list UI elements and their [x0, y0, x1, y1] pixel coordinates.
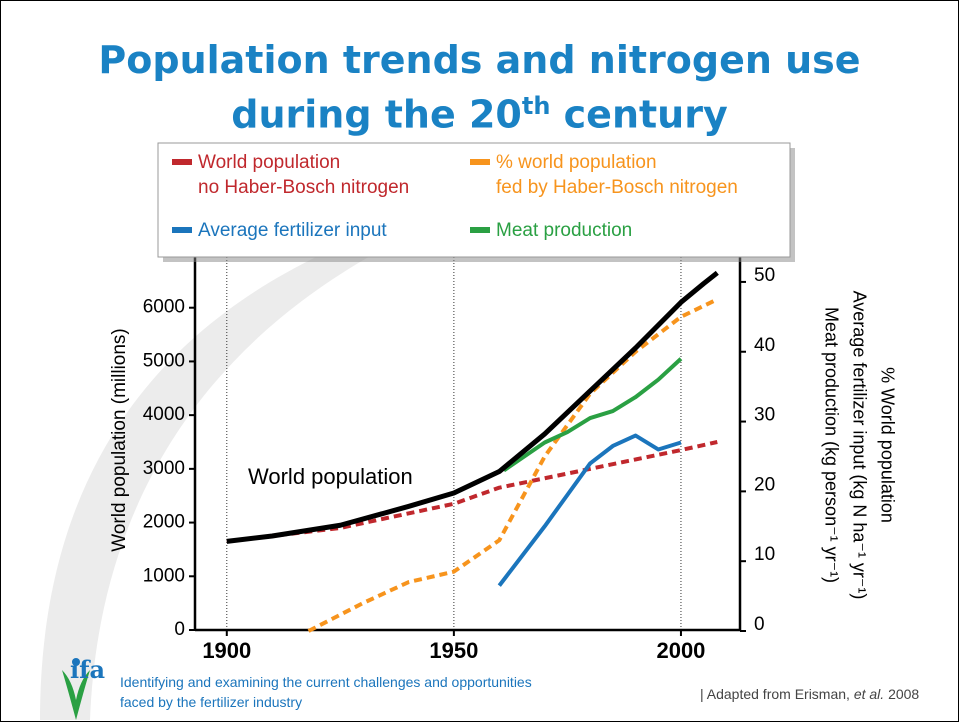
title-line2: during the 20th century	[0, 92, 959, 137]
y2-axis-title: Meat production (kg person⁻¹ yr⁻¹)	[821, 307, 841, 583]
y-tick-label: 6000	[143, 297, 185, 318]
title-text: century	[550, 92, 728, 137]
legend-swatch	[172, 159, 192, 165]
logo: ifa	[70, 655, 105, 684]
logo-icon	[62, 670, 90, 720]
legend-label: Meat production	[496, 220, 633, 241]
x-tick-label: 2000	[656, 638, 705, 663]
legend-swatch	[470, 159, 490, 165]
line	[226, 440, 718, 544]
source-italic: et al.	[853, 686, 885, 702]
line	[497, 433, 682, 587]
y-axis-title: World population (millions)	[109, 328, 130, 552]
line	[226, 270, 719, 544]
x-tick-label: 1950	[429, 638, 478, 663]
y2-tick-label: 30	[754, 405, 775, 426]
legend-label: World population no Haber-Bosch nitrogen	[198, 152, 410, 198]
title-line1: Population trends and nitrogen use	[98, 38, 861, 82]
legend-entry: % world population fed by Haber-Bosch ni…	[470, 150, 738, 200]
y2-axis-title: Average fertilizer input (kg N ha⁻¹ yr⁻¹…	[849, 291, 869, 600]
y2-tick-label: 10	[754, 544, 775, 565]
source-text: | Adapted from Erisman,	[700, 686, 854, 702]
legend-swatch	[172, 227, 192, 233]
swoosh	[40, 190, 520, 720]
chart-area: World population	[226, 270, 719, 633]
source: | Adapted from Erisman, et al. 2008	[700, 686, 919, 702]
title-sup: th	[521, 92, 551, 120]
legend-entry: Average fertilizer input	[172, 218, 387, 243]
tagline: Identifying and examining the current ch…	[120, 674, 532, 710]
source-text: 2008	[884, 686, 920, 702]
legend-swatch	[470, 227, 490, 233]
line-label: World population	[248, 464, 413, 489]
title-text: during the 20	[231, 92, 522, 137]
logo-dot	[72, 658, 80, 666]
y-tick-label: 1000	[143, 565, 185, 586]
y2-axis-title: % World population	[877, 367, 897, 523]
y-tick-label: 4000	[143, 404, 185, 425]
x-tick-label: 1900	[202, 638, 251, 663]
legend-entry: World population no Haber-Bosch nitrogen	[172, 150, 409, 200]
y-tick-label: 0	[174, 619, 185, 640]
y2-tick-label: 0	[754, 614, 765, 635]
line	[307, 297, 719, 633]
y-tick-label: 5000	[143, 350, 185, 371]
line	[502, 357, 683, 473]
y-tick-label: 3000	[143, 458, 185, 479]
y2-tick-label: 50	[754, 265, 775, 286]
y2-tick-label: 20	[754, 474, 775, 495]
legend-label: Average fertilizer input	[198, 220, 387, 241]
y2-tick-label: 40	[754, 335, 775, 356]
plot: 1900 1950 2000 0 1000 2000 3000 4000 5000 6000 0 10…	[109, 254, 897, 663]
legend-entry: Meat production	[470, 218, 632, 243]
legend-label: % world population fed by Haber-Bosch ni…	[496, 152, 738, 198]
y-tick-label: 2000	[143, 512, 185, 533]
